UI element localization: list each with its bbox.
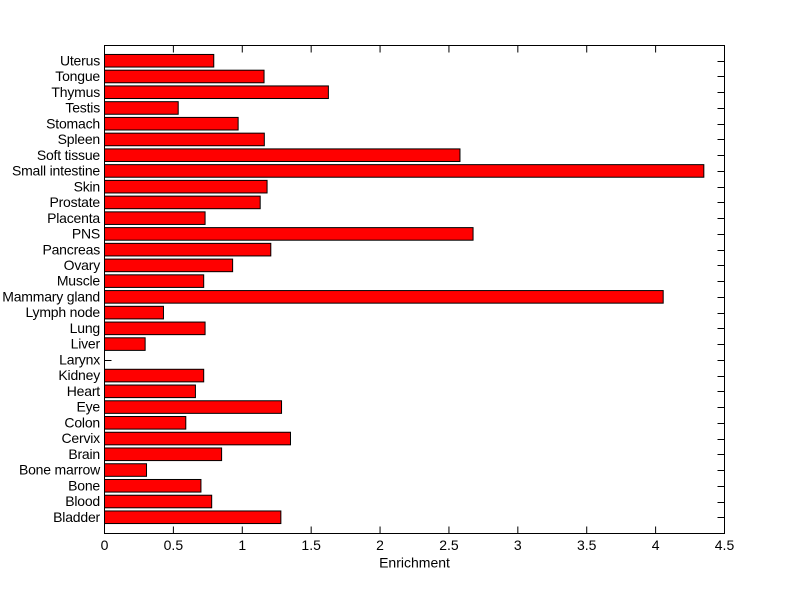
svg-text:Enrichment: Enrichment <box>379 555 450 571</box>
svg-text:Mammary gland: Mammary gland <box>2 288 100 304</box>
svg-text:Eye: Eye <box>76 399 100 415</box>
svg-text:Soft tissue: Soft tissue <box>37 147 101 163</box>
svg-text:3: 3 <box>514 537 522 553</box>
svg-text:4: 4 <box>652 537 660 553</box>
svg-text:2: 2 <box>376 537 384 553</box>
svg-text:Lung: Lung <box>70 320 100 336</box>
svg-text:1.5: 1.5 <box>301 537 321 553</box>
svg-text:Stomach: Stomach <box>46 115 100 131</box>
svg-text:Kidney: Kidney <box>58 367 100 383</box>
svg-text:0.5: 0.5 <box>164 537 184 553</box>
svg-text:1: 1 <box>238 537 246 553</box>
svg-text:Thymus: Thymus <box>51 84 100 100</box>
svg-text:4.5: 4.5 <box>715 537 735 553</box>
svg-text:Blood: Blood <box>65 493 100 509</box>
svg-text:Colon: Colon <box>64 414 100 430</box>
svg-text:Liver: Liver <box>71 336 101 352</box>
svg-text:2.5: 2.5 <box>439 537 459 553</box>
svg-text:Placenta: Placenta <box>47 210 100 226</box>
svg-text:Spleen: Spleen <box>58 131 100 147</box>
svg-text:Bone marrow: Bone marrow <box>19 462 101 478</box>
svg-text:Muscle: Muscle <box>57 273 101 289</box>
svg-text:Lymph node: Lymph node <box>25 304 100 320</box>
svg-text:Cervix: Cervix <box>62 430 101 446</box>
svg-text:Skin: Skin <box>74 178 100 194</box>
svg-text:Bone: Bone <box>68 477 100 493</box>
svg-text:Brain: Brain <box>68 446 100 462</box>
svg-text:Uterus: Uterus <box>60 52 100 68</box>
svg-text:Heart: Heart <box>67 383 101 399</box>
svg-text:Small intestine: Small intestine <box>12 163 100 179</box>
svg-text:Bladder: Bladder <box>53 509 100 525</box>
svg-text:Ovary: Ovary <box>64 257 101 273</box>
svg-text:Tongue: Tongue <box>55 68 100 84</box>
svg-text:PNS: PNS <box>72 226 100 242</box>
svg-text:Pancreas: Pancreas <box>42 241 100 257</box>
svg-text:Testis: Testis <box>65 100 100 116</box>
svg-text:3.5: 3.5 <box>577 537 597 553</box>
svg-text:Prostate: Prostate <box>49 194 100 210</box>
svg-text:0: 0 <box>101 537 109 553</box>
svg-text:Larynx: Larynx <box>59 351 100 367</box>
